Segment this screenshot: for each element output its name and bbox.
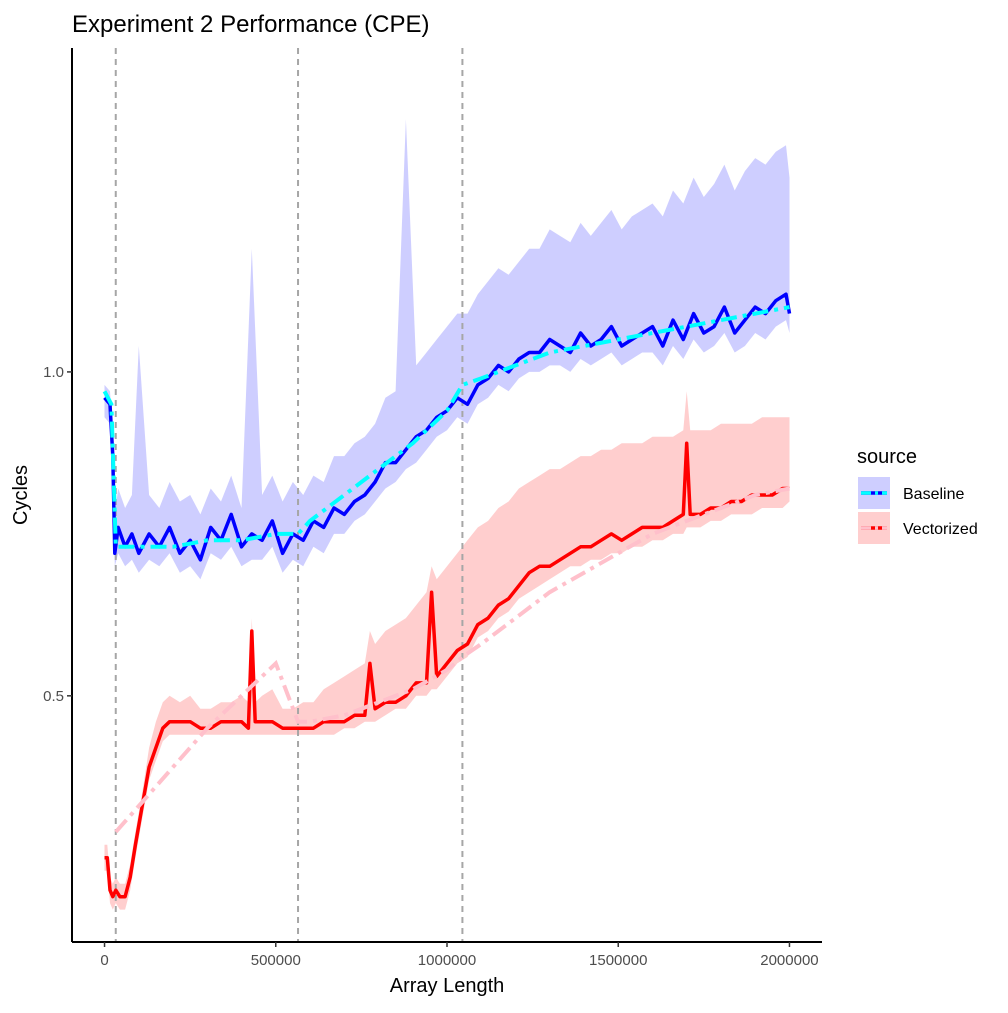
ribbon-vectorized [104, 391, 790, 910]
series-line-vectorized [104, 441, 790, 899]
x-tick-label: 500000 [251, 952, 301, 969]
x-tick-label: 2000000 [760, 952, 818, 969]
x-axis-ticks: 0 500000 1000000 1500000 2000000 [100, 942, 819, 969]
y-tick-label: 1.0 [43, 364, 64, 381]
ribbon-baseline [104, 119, 790, 580]
chart-title: Experiment 2 Performance (CPE) [72, 11, 429, 38]
ribbon-layer [104, 119, 790, 910]
y-axis-title: Cycles [10, 465, 32, 525]
trend-lines [102, 305, 790, 834]
x-tick-label: 0 [100, 952, 108, 969]
reference-lines [114, 48, 464, 942]
y-tick-label: 0.5 [43, 688, 64, 705]
legend-items: Baseline Vectorized [858, 477, 978, 544]
x-tick-label: 1500000 [589, 952, 647, 969]
trend-line-baseline [102, 305, 790, 549]
x-tick-label: 1000000 [418, 952, 476, 969]
trend-line-vectorized [114, 486, 790, 834]
legend-label-vectorized: Vectorized [903, 521, 978, 538]
legend: source Baseline Vectorized [857, 446, 978, 544]
x-axis-title: Array Length [390, 975, 505, 997]
legend-label-baseline: Baseline [903, 486, 964, 503]
legend-title: source [857, 446, 917, 468]
y-axis-ticks: 0.5 1.0 [43, 364, 72, 705]
